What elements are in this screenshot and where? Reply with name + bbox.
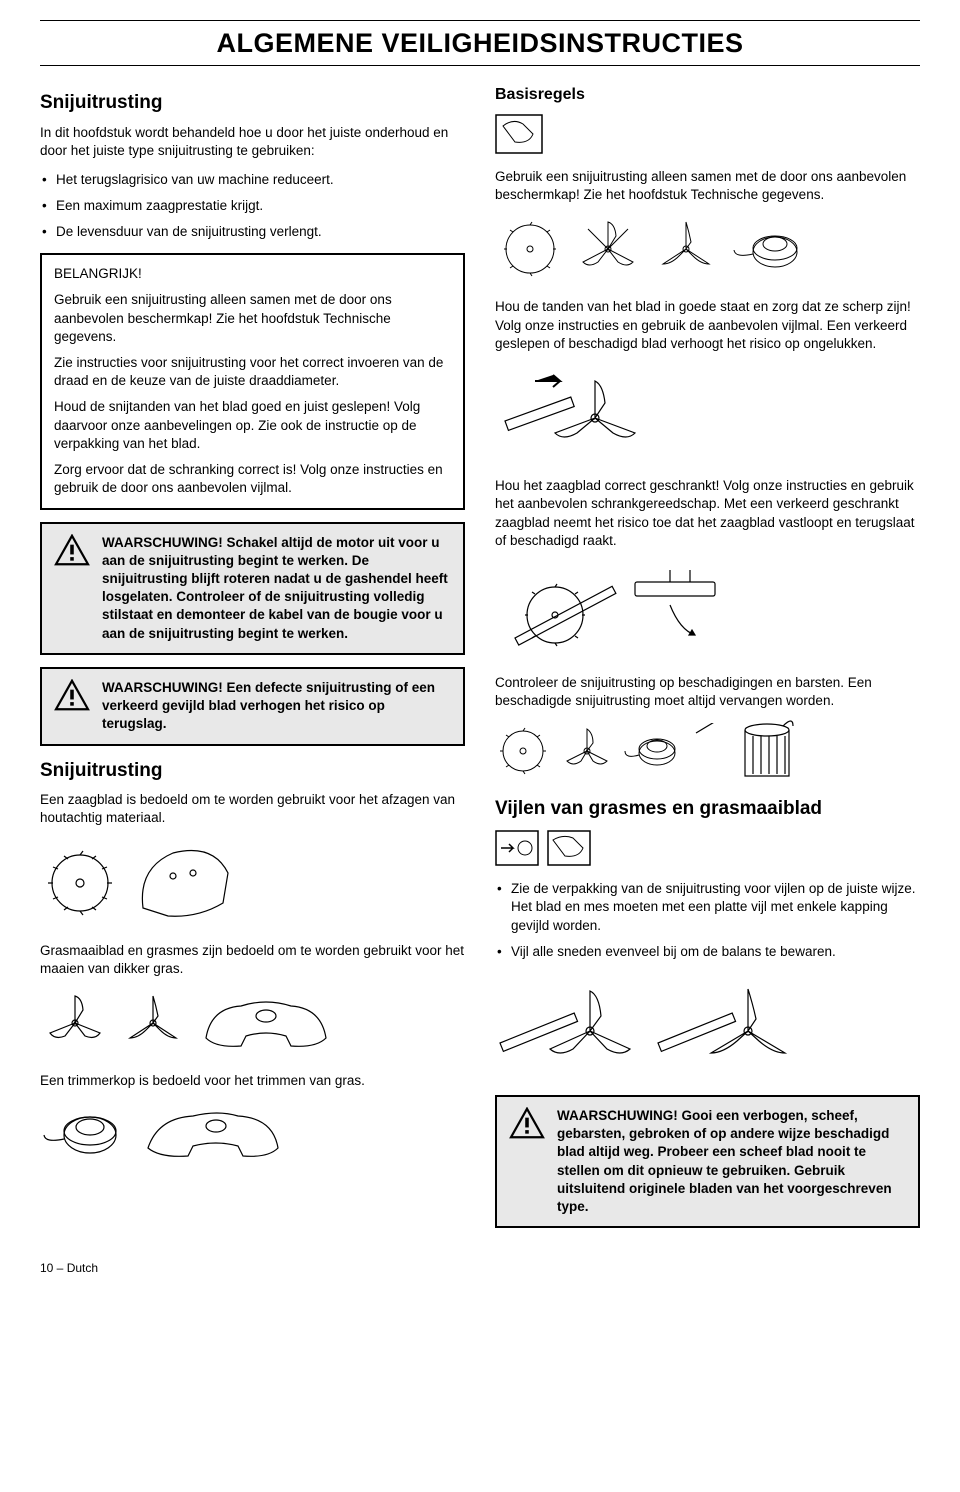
heading-snijuitrusting-2: Snijuitrusting (40, 758, 465, 784)
bullet: De levensduur van de snijuitrusting verl… (40, 223, 465, 241)
intro-text: In dit hoofdstuk wordt behandeld hoe u d… (40, 124, 465, 160)
warning-text: WAARSCHUWING! Een defecte snijuitrusting… (102, 679, 451, 734)
vijlen-bullets: Zie de verpakking van de snijuitrusting … (495, 880, 920, 961)
right-column: Basisregels Gebruik een snijuitrusting a… (495, 84, 920, 1240)
warning-icon (54, 534, 90, 566)
page-footer: 10 – Dutch (40, 1260, 920, 1276)
illustration-vijlen-icons (495, 830, 920, 866)
illustration-blades-row (495, 214, 920, 284)
illustration-dispose (495, 720, 920, 782)
illustration-file-blade (495, 363, 920, 463)
bullet: Het terugslagrisico van uw machine reduc… (40, 171, 465, 189)
illustration-manual-icon (495, 114, 920, 154)
p-basisregels: Gebruik een snijuitrusting alleen samen … (495, 168, 920, 204)
belangrijk-box: BELANGRIJK! Gebruik een snijuitrusting a… (40, 253, 465, 509)
warning-box-3: WAARSCHUWING! Gooi een verbogen, scheef,… (495, 1095, 920, 1228)
p-controleer: Controleer de snijuitrusting op beschadi… (495, 674, 920, 710)
heading-basisregels: Basisregels (495, 84, 920, 106)
p-trimmerkop: Een trimmerkop is bedoeld voor het trimm… (40, 1072, 465, 1090)
warning-icon (54, 679, 90, 711)
left-column: Snijuitrusting In dit hoofdstuk wordt be… (40, 84, 465, 1240)
illustration-filing-blades (495, 971, 920, 1081)
heading-snijuitrusting: Snijuitrusting (40, 90, 465, 116)
belangrijk-p: Zie instructies voor snijuitrusting voor… (54, 354, 451, 390)
belangrijk-p: Zorg ervoor dat de schranking correct is… (54, 461, 451, 497)
bullet: Vijl alle sneden evenveel bij om de bala… (495, 943, 920, 961)
warning-text: WAARSCHUWING! Schakel altijd de motor ui… (102, 534, 451, 643)
illustration-grassblade-guard (40, 988, 465, 1058)
belangrijk-p: Gebruik een snijuitrusting alleen samen … (54, 291, 451, 346)
illustration-trimmer-guard (40, 1100, 465, 1170)
warning-icon (509, 1107, 545, 1139)
p-zaagblad: Een zaagblad is bedoeld om te worden geb… (40, 791, 465, 827)
p-schrank: Hou het zaagblad correct geschrankt! Vol… (495, 477, 920, 550)
bullet: Een maximum zaagprestatie krijgt. (40, 197, 465, 215)
warning-text: WAARSCHUWING! Gooi een verbogen, scheef,… (557, 1107, 906, 1216)
warning-box-1: WAARSCHUWING! Schakel altijd de motor ui… (40, 522, 465, 655)
p-tanden: Hou de tanden van het blad in goede staa… (495, 298, 920, 353)
belangrijk-p: Houd de snijtanden van het blad goed en … (54, 398, 451, 453)
bullet: Zie de verpakking van de snijuitrusting … (495, 880, 920, 935)
illustration-set-tool (495, 560, 920, 660)
page-title: ALGEMENE VEILIGHEIDSINSTRUCTIES (40, 20, 920, 66)
heading-vijlen: Vijlen van grasmes en grasmaaiblad (495, 796, 920, 822)
belangrijk-title: BELANGRIJK! (54, 265, 451, 283)
illustration-sawblade-guard (40, 838, 465, 928)
warning-box-2: WAARSCHUWING! Een defecte snijuitrusting… (40, 667, 465, 746)
p-grasmaaiblad: Grasmaaiblad en grasmes zijn bedoeld om … (40, 942, 465, 978)
intro-bullets: Het terugslagrisico van uw machine reduc… (40, 171, 465, 242)
